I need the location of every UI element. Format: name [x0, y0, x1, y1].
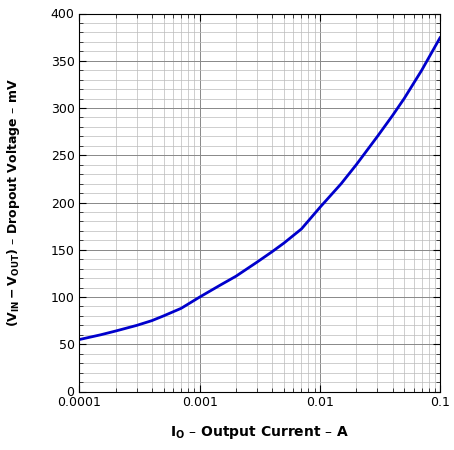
Text: $\mathbf{(V_{IN} - V_{OUT})}$ – Dropout Voltage – mV: $\mathbf{(V_{IN} - V_{OUT})}$ – Dropout … [5, 78, 21, 327]
Text: $\mathbf{I_O}$ – Output Current – A: $\mathbf{I_O}$ – Output Current – A [170, 424, 350, 441]
